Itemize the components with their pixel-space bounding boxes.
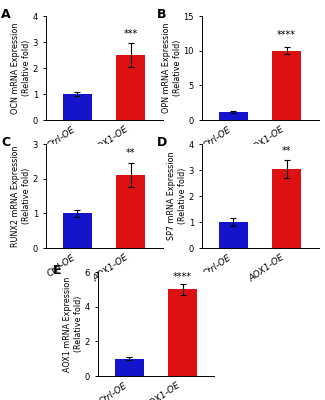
Text: A: A <box>1 8 11 21</box>
Bar <box>168 289 197 376</box>
Text: ****: **** <box>277 30 296 40</box>
Text: ****: **** <box>173 272 192 282</box>
Y-axis label: RUNX2 mRNA Expression
(Relative fold): RUNX2 mRNA Expression (Relative fold) <box>11 145 31 247</box>
Text: ***: *** <box>124 29 138 39</box>
Bar <box>272 51 301 120</box>
Bar <box>116 175 145 248</box>
Y-axis label: SP7 mRNA Expression
(Relative fold): SP7 mRNA Expression (Relative fold) <box>167 152 187 240</box>
Bar <box>219 222 248 248</box>
Text: **: ** <box>126 148 135 158</box>
Bar <box>272 169 301 248</box>
Bar <box>115 359 144 376</box>
Y-axis label: OPN mRNA Expression
(Relative fold): OPN mRNA Expression (Relative fold) <box>162 23 182 113</box>
Text: E: E <box>53 264 61 277</box>
Text: B: B <box>157 8 166 21</box>
Y-axis label: AOX1 mRNA Expression
(Relative fold): AOX1 mRNA Expression (Relative fold) <box>63 276 83 372</box>
Bar <box>63 94 92 120</box>
Text: **: ** <box>282 146 291 156</box>
Y-axis label: OCN mRNA Expression
(Relative fold): OCN mRNA Expression (Relative fold) <box>11 22 31 114</box>
Bar <box>116 55 145 120</box>
Text: C: C <box>1 136 10 149</box>
Bar <box>63 213 92 248</box>
Text: D: D <box>157 136 167 149</box>
Bar <box>219 112 248 120</box>
